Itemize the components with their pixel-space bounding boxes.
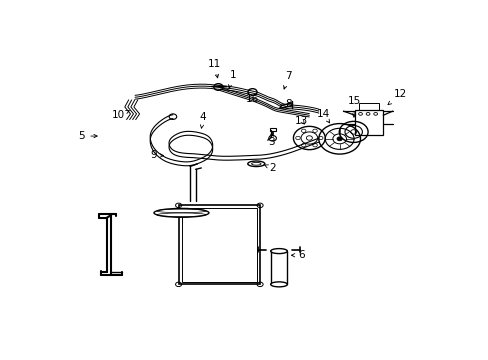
Text: 7: 7 <box>283 72 291 89</box>
Text: 11: 11 <box>207 59 221 78</box>
Bar <box>181 208 257 282</box>
Text: 13: 13 <box>295 116 308 126</box>
Text: 2: 2 <box>264 163 275 174</box>
Bar <box>178 205 260 284</box>
Text: 5: 5 <box>79 131 97 141</box>
Text: 6: 6 <box>291 250 305 260</box>
Text: 16: 16 <box>245 94 259 104</box>
Circle shape <box>268 135 276 141</box>
Ellipse shape <box>270 282 287 287</box>
Ellipse shape <box>247 161 264 167</box>
Text: 9: 9 <box>150 150 163 161</box>
Bar <box>269 128 275 131</box>
Text: 4: 4 <box>200 112 206 128</box>
Text: 8: 8 <box>279 99 291 109</box>
Text: 14: 14 <box>316 109 329 123</box>
Ellipse shape <box>270 249 287 253</box>
Text: 1: 1 <box>228 70 236 88</box>
Bar <box>270 251 287 284</box>
Ellipse shape <box>154 208 208 217</box>
Circle shape <box>336 137 342 141</box>
Text: 10: 10 <box>112 110 129 120</box>
Text: 15: 15 <box>347 96 361 117</box>
Bar <box>354 110 383 135</box>
Bar <box>358 103 379 110</box>
Text: 3: 3 <box>267 133 274 147</box>
Text: 12: 12 <box>387 90 406 105</box>
